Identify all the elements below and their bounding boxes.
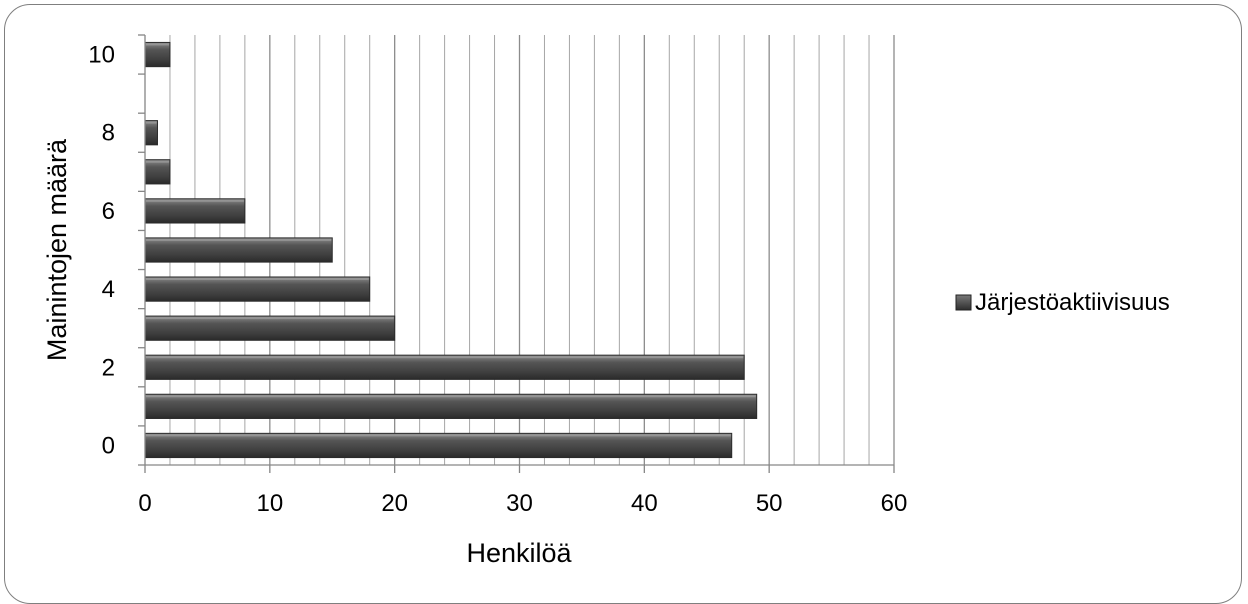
x-tick-label: 40 <box>631 490 658 517</box>
bar-body <box>144 237 333 263</box>
x-tick-label: 60 <box>881 490 908 517</box>
bar-highlight <box>146 277 369 280</box>
y-tick-label: 0 <box>102 432 115 459</box>
bar-highlight <box>146 317 394 320</box>
bar-highlight <box>146 160 169 163</box>
x-tick-label: 30 <box>506 490 533 517</box>
y-tick-label: 10 <box>88 42 115 69</box>
bar <box>144 276 371 302</box>
x-tick-label: 20 <box>381 490 408 517</box>
gridlines <box>169 35 895 465</box>
y-tick-label: 6 <box>102 198 115 225</box>
bar <box>144 393 758 419</box>
bar <box>144 41 171 68</box>
x-tick-label: 50 <box>756 490 783 517</box>
bar-body <box>144 120 158 146</box>
bar <box>144 237 333 263</box>
bar-highlight <box>146 43 169 46</box>
bar-body <box>144 159 171 185</box>
bar-highlight <box>146 199 244 202</box>
bar <box>144 120 158 146</box>
legend-swatch <box>955 294 972 311</box>
y-axis-title: Mainintojen määrä <box>42 138 72 361</box>
x-axis-title: Henkilöä <box>466 538 572 568</box>
y-tick-label: 4 <box>102 276 115 303</box>
bar-body <box>144 354 745 380</box>
y-tick-label: 2 <box>102 354 115 381</box>
axes <box>138 34 895 473</box>
bar-body <box>144 432 733 459</box>
chart-frame <box>4 4 1242 604</box>
bar-series <box>144 41 758 459</box>
tick-labels: 0 10 20 30 40 50 60 0 2 4 6 8 10 <box>88 42 907 517</box>
bar-highlight <box>146 238 332 241</box>
bar-highlight <box>146 395 756 398</box>
x-tick-label: 10 <box>256 490 283 517</box>
bar-body <box>144 276 371 302</box>
x-tick-label: 0 <box>138 490 151 517</box>
bar <box>144 198 246 224</box>
bar <box>144 315 396 341</box>
bar-body <box>144 41 171 68</box>
bar <box>144 432 733 459</box>
legend: Järjestöaktiivisuus <box>955 289 1170 316</box>
bar-highlight <box>146 356 744 359</box>
legend-label: Järjestöaktiivisuus <box>975 289 1170 316</box>
bar-highlight <box>146 434 731 437</box>
bar-body <box>144 315 396 341</box>
bar <box>144 354 745 380</box>
y-tick-label: 8 <box>102 120 115 147</box>
bar-body <box>144 198 246 224</box>
bar-body <box>144 393 758 419</box>
bar-highlight <box>146 121 157 124</box>
bar <box>144 159 171 185</box>
